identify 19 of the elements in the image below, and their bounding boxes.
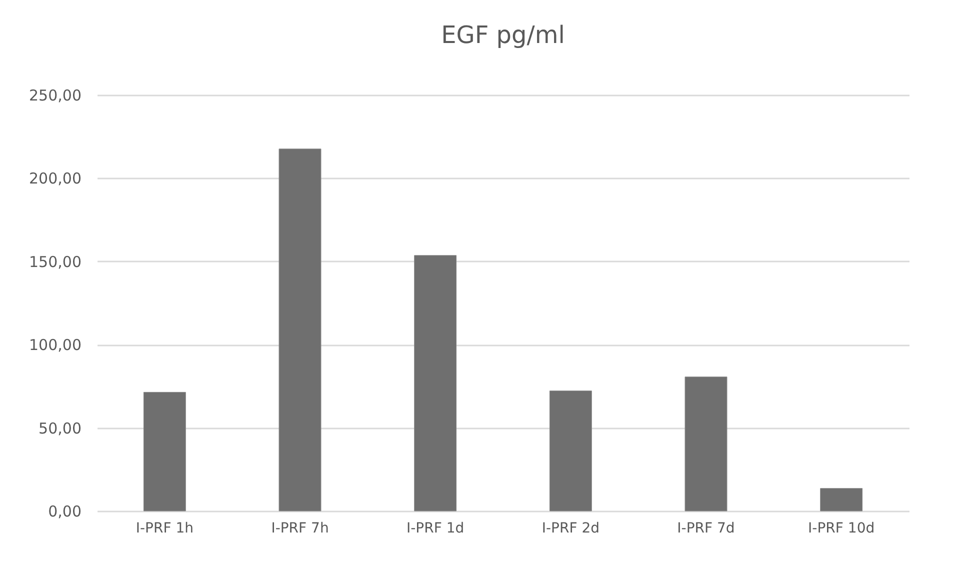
bar <box>549 390 592 512</box>
x-tick-label: I-PRF 2d <box>542 520 600 536</box>
y-tick-label: 250,00 <box>29 86 82 104</box>
bar <box>143 392 186 512</box>
bar <box>414 255 457 512</box>
x-tick-label: I-PRF 1d <box>406 520 464 536</box>
x-tick-label: I-PRF 10d <box>808 520 875 536</box>
y-tick-label: 0,00 <box>48 502 82 520</box>
y-tick-label: 100,00 <box>29 336 82 354</box>
x-tick-label: I-PRF 1h <box>136 520 194 536</box>
bar <box>820 488 863 512</box>
chart-title: EGF pg/ml <box>441 21 565 49</box>
y-tick-label: 150,00 <box>29 252 82 271</box>
x-tick-label: I-PRF 7d <box>677 520 735 536</box>
bar <box>278 148 322 512</box>
y-tick-label: 50,00 <box>38 419 82 438</box>
bar <box>684 376 728 512</box>
y-tick-label: 200,00 <box>29 170 82 188</box>
x-tick-label: I-PRF 7h <box>271 520 329 536</box>
